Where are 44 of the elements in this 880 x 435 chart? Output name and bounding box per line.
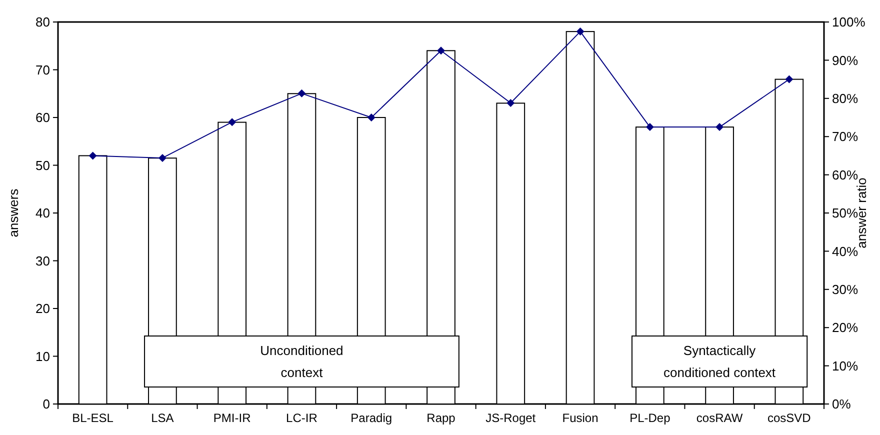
x-tick-label: PL-Dep [630,411,671,425]
x-tick-label: JS-Roget [486,411,536,425]
y-tick-label: 80 [36,14,50,30]
point [506,98,515,107]
y2-tick-label: 0% [832,396,852,412]
y2-tick-label: 100% [832,14,866,30]
y2-tick-label: 40% [832,244,858,259]
x-tick-label: Rapp [426,411,456,425]
y2-tick-label: 90% [832,52,858,68]
y-tick-label: 50 [36,158,50,173]
point [576,28,584,36]
x-tick-label: LC-IR [286,411,318,425]
y2-tick-label: 80% [832,90,858,106]
point [437,46,445,55]
y-tick-label: 0 [42,396,50,412]
y-tick-label: 40 [36,206,50,221]
point [298,89,306,98]
x-tick-label: LSA [151,411,174,425]
y-tick-label: 10 [36,348,50,364]
x-tick-label: cosRAW [696,411,744,425]
y-tick-label: 30 [36,253,50,268]
point [88,152,97,160]
annotation: Unconditioned context [260,343,344,380]
x-tick-label: BL-ESL [72,411,114,425]
y2-tick-label: 70% [832,129,858,144]
x-tick-label: PMI-IR [213,411,252,425]
y-axis-title: answers [6,188,21,238]
y-tick-label: 20 [36,301,50,316]
x-tick-label: Fusion [562,411,598,425]
x-tick-label: Paradig [350,411,392,425]
y-tick-label: 70 [36,62,50,78]
point [716,123,724,132]
y-tick-label: 60 [36,110,50,126]
point [646,123,654,132]
annotation: Syntactically conditioned context [664,343,776,380]
x-tick-label: cosSVD [768,411,812,425]
y2-tick-label: 60% [832,167,858,182]
point [367,114,376,122]
y2-tick-label: 10% [832,358,858,374]
point [785,75,794,84]
point [158,154,166,162]
y2-tick-label: 20% [832,320,858,336]
point [228,118,236,126]
y2-tick-label: 30% [832,282,858,297]
